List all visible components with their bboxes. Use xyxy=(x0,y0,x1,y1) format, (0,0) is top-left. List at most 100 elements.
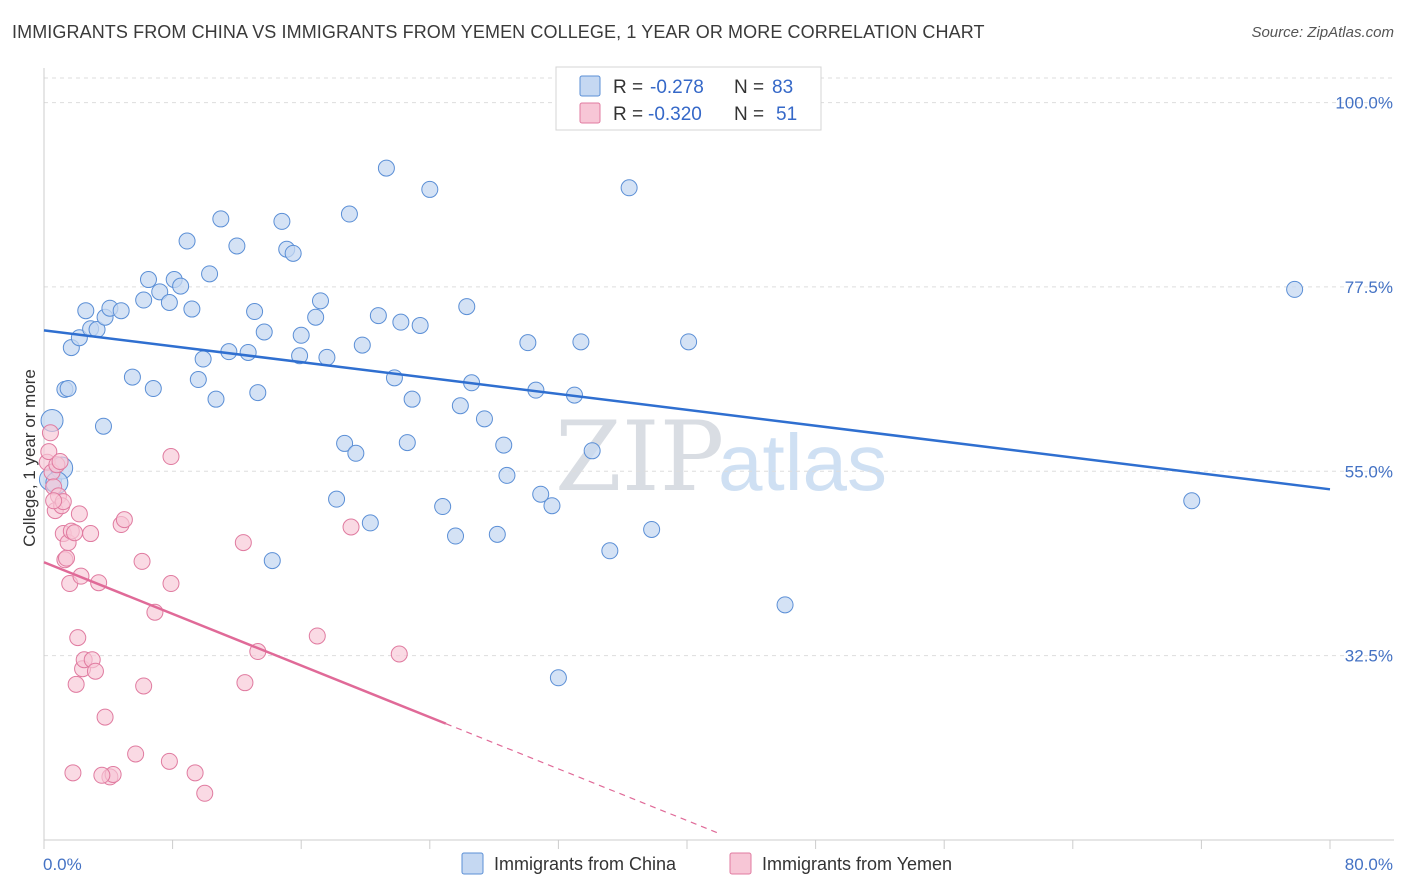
legend-n-label-china: N = xyxy=(734,77,764,98)
china-point-16 xyxy=(151,283,169,301)
china-point-41 xyxy=(318,348,336,366)
yemen-point-47 xyxy=(390,645,408,663)
china-point-61 xyxy=(475,410,493,428)
yemen-point-26 xyxy=(86,662,104,680)
bottom-legend-yemen: Immigrants from Yemen xyxy=(762,854,952,874)
legend-r-label-china: R = xyxy=(613,77,643,98)
china-point-24 xyxy=(201,265,219,283)
yemen-point-43 xyxy=(236,674,254,692)
china-point-17 xyxy=(160,294,178,312)
yemen-point-37 xyxy=(160,752,178,770)
china-point-5 xyxy=(77,302,95,320)
china-point-43 xyxy=(336,434,354,452)
yemen-point-1 xyxy=(40,443,58,461)
y-axis-label: College, 1 year or more xyxy=(20,369,39,547)
china-point-67 xyxy=(532,485,550,503)
china-point-58 xyxy=(451,397,469,415)
x-tick-label-1: 80.0% xyxy=(1345,855,1393,874)
china-point-64 xyxy=(498,466,516,484)
china-point-38 xyxy=(292,326,310,344)
series-china-points xyxy=(38,159,1304,687)
yemen-point-34 xyxy=(133,552,151,570)
trend-line-yemen xyxy=(43,561,447,725)
yemen-point-41 xyxy=(196,784,214,802)
bottom-legend-china: Immigrants from China xyxy=(494,854,677,874)
legend-swatch-yemen xyxy=(579,102,601,124)
legend-n-label-yemen: N = xyxy=(734,104,764,125)
china-point-77 xyxy=(776,596,794,614)
yemen-point-50 xyxy=(45,492,63,510)
y-tick-label-0: 32.5% xyxy=(1345,647,1393,666)
china-point-44 xyxy=(340,205,358,223)
china-point-59 xyxy=(458,298,476,316)
china-point-29 xyxy=(239,343,257,361)
yemen-point-18 xyxy=(67,675,85,693)
china-point-12 xyxy=(123,368,141,386)
china-point-75 xyxy=(643,520,661,538)
legend-swatch-china xyxy=(579,75,601,97)
bottom-legend: Immigrants from China Immigrants from Ye… xyxy=(461,852,952,875)
china-point-49 xyxy=(377,159,395,177)
watermark-zip: ZIP xyxy=(555,401,724,513)
china-point-42 xyxy=(328,490,346,508)
china-point-40 xyxy=(311,292,329,310)
china-point-63 xyxy=(495,436,513,454)
china-point-26 xyxy=(212,210,230,228)
tick-labels: 32.5% 55.0% 77.5% 100.0% 0.0% 80.0% xyxy=(43,94,1393,874)
china-point-76 xyxy=(680,333,698,351)
legend-box: R = -0.278 N = 83 R = -0.320 N = 51 xyxy=(555,66,822,131)
china-point-19 xyxy=(172,277,190,295)
china-point-32 xyxy=(255,323,273,341)
china-point-36 xyxy=(284,244,302,262)
yemen-point-16 xyxy=(64,764,82,782)
legend-r-value-china: -0.278 xyxy=(650,77,704,98)
yemen-point-33 xyxy=(127,745,145,763)
china-point-20 xyxy=(178,232,196,250)
china-point-53 xyxy=(403,390,421,408)
yemen-point-24 xyxy=(82,525,100,543)
china-point-54 xyxy=(411,316,429,334)
yemen-point-19 xyxy=(69,629,87,647)
x-tick-label-0: 0.0% xyxy=(43,855,82,874)
yemen-point-20 xyxy=(70,505,88,523)
china-point-37 xyxy=(291,347,309,365)
yemen-point-38 xyxy=(162,575,180,593)
china-point-39 xyxy=(307,308,325,326)
source-label: Source: ZipAtlas.com xyxy=(1251,24,1394,41)
trend-lines xyxy=(43,329,1331,835)
china-point-30 xyxy=(246,303,264,321)
china-point-46 xyxy=(353,336,371,354)
china-point-28 xyxy=(228,237,246,255)
bottom-legend-swatch-yemen xyxy=(729,852,752,875)
china-point-74 xyxy=(620,179,638,197)
china-point-15 xyxy=(144,380,162,398)
china-point-62 xyxy=(488,525,506,543)
yemen-point-46 xyxy=(342,518,360,536)
china-point-2 xyxy=(59,380,77,398)
yemen-point-8 xyxy=(51,452,69,470)
china-point-8 xyxy=(94,417,112,435)
yemen-point-2 xyxy=(41,424,59,442)
china-point-14 xyxy=(139,271,157,289)
china-point-34 xyxy=(273,212,291,230)
legend-r-value-yemen: -0.320 xyxy=(648,104,702,125)
y-tick-label-2: 77.5% xyxy=(1345,278,1393,297)
trend-line-china xyxy=(43,329,1331,491)
y-tick-label-1: 55.0% xyxy=(1345,462,1393,481)
yemen-point-45 xyxy=(308,627,326,645)
yemen-point-12 xyxy=(58,549,76,567)
china-point-55 xyxy=(421,180,439,198)
china-point-11 xyxy=(112,302,130,320)
china-point-25 xyxy=(207,390,225,408)
china-point-69 xyxy=(549,669,567,687)
legend-r-label-yemen: R = xyxy=(613,104,643,125)
china-point-23 xyxy=(194,350,212,368)
legend-n-value-yemen: 51 xyxy=(776,104,797,125)
yemen-point-32 xyxy=(115,511,133,529)
china-point-48 xyxy=(369,307,387,325)
series-yemen-points xyxy=(38,424,408,802)
china-point-65 xyxy=(519,334,537,352)
china-point-78 xyxy=(1183,492,1201,510)
china-point-72 xyxy=(583,442,601,460)
